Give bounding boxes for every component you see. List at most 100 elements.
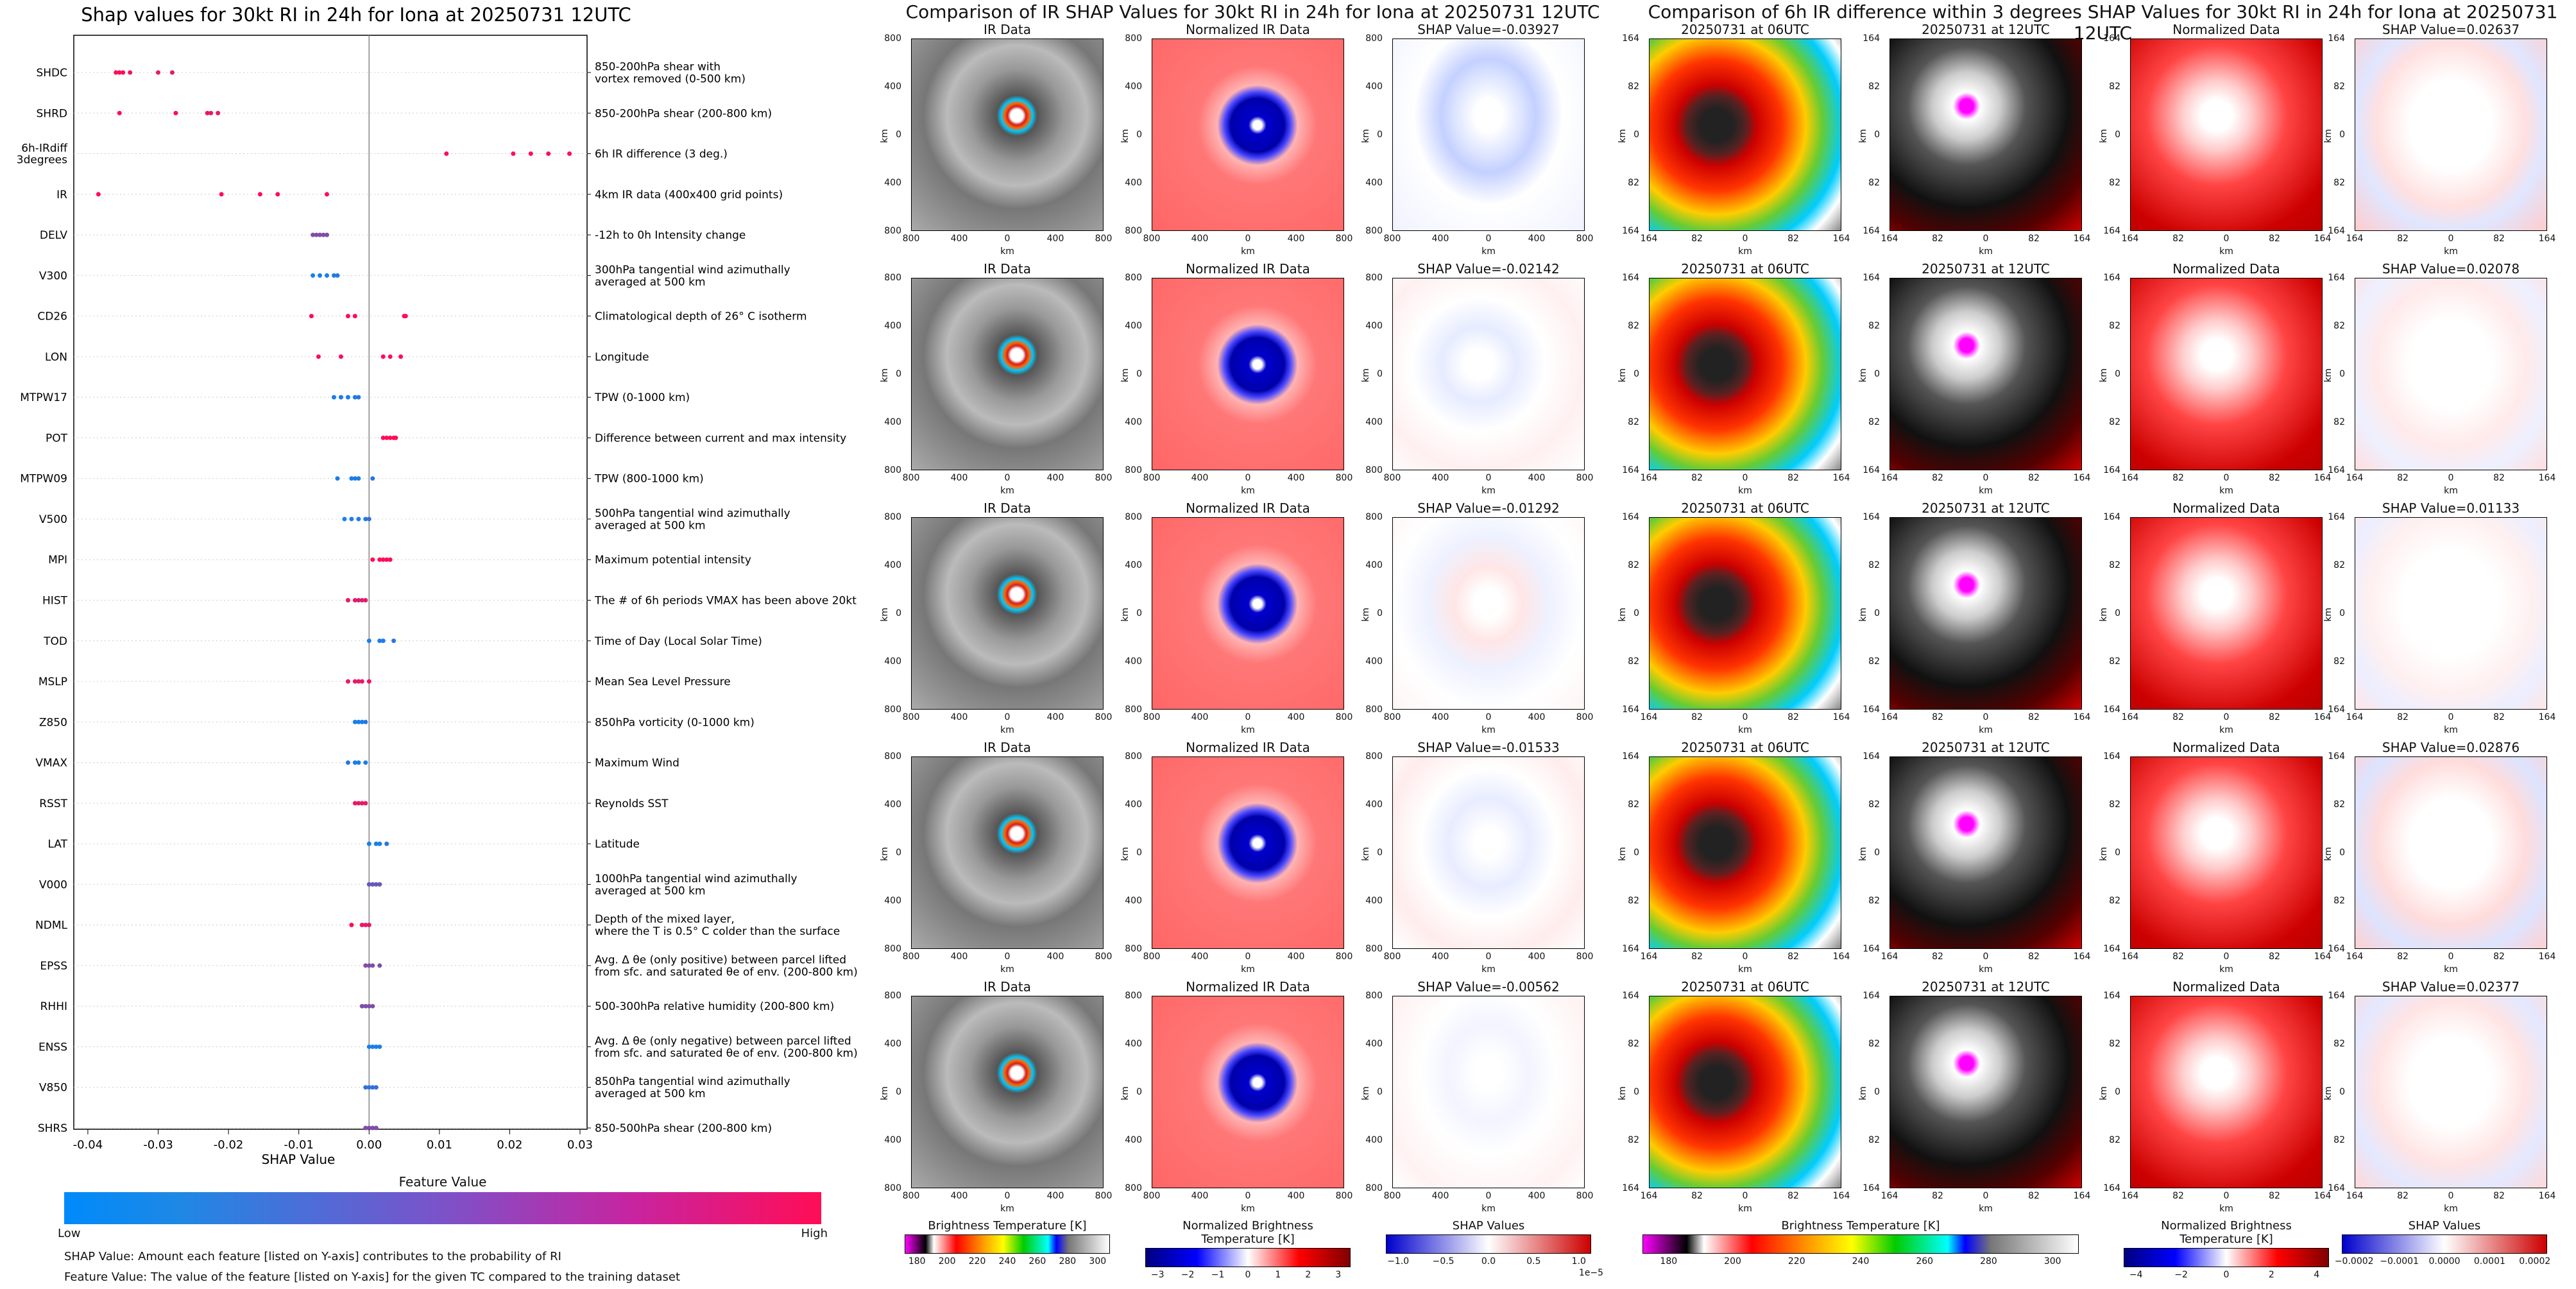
shap-point: [173, 110, 178, 115]
x-tick-label: 82: [2493, 712, 2505, 722]
shap-point: [331, 395, 336, 400]
x-tick-label: 164: [2538, 712, 2556, 722]
y-tick-label: 82: [2109, 799, 2120, 810]
shap-point: [380, 354, 386, 359]
field-image: [911, 278, 1104, 470]
x-tick-label: 0: [1983, 1191, 1989, 1201]
shap-point: [370, 476, 375, 481]
x-tick-label: 0: [1004, 1191, 1011, 1201]
x-tick-label: 164: [2346, 1191, 2364, 1201]
x-tick-label: 82: [2028, 473, 2040, 483]
feature-description-label: 300hPa tangential wind azimuthally: [595, 264, 790, 277]
x-tick-label: 400: [1528, 234, 1546, 244]
feature-description-label: -12h to 0h Intensity change: [595, 229, 746, 242]
feature-description-label: TPW (800-1000 km): [594, 473, 704, 486]
shap-point: [403, 314, 408, 319]
feature-name-label: MSLP: [38, 676, 67, 688]
feature-name-label: LON: [45, 351, 67, 364]
colorbar-gradient: [1145, 1248, 1351, 1267]
x-tick-label: 164: [2121, 473, 2139, 483]
y-tick-label: 164: [1863, 944, 1880, 954]
x-tick-label: 82: [2172, 473, 2184, 483]
feature-description-label: 850-200hPa shear (200-800 km): [595, 107, 772, 120]
colorbar-label: Normalized Brightness Temperature [K]: [2161, 1219, 2292, 1246]
image-subplot: 20250731 at 06UTC 164 82 0 82 164 164 82 0 82 164 k…: [1617, 500, 1850, 738]
y-axis-label: km: [1360, 608, 1371, 622]
field-image: [911, 996, 1104, 1188]
x-axis-label: km: [1000, 964, 1014, 975]
colorbar-tick-label: −0.5: [1432, 1256, 1454, 1267]
x-tick-label: 82: [2397, 234, 2409, 244]
x-tick-label: 82: [2493, 952, 2505, 962]
colorbar-gradient: [2124, 1248, 2329, 1267]
y-tick-label: 800: [1125, 226, 1142, 236]
y-tick-label: 800: [1125, 944, 1142, 954]
y-tick-label: 164: [2328, 751, 2345, 762]
colorbar-tick-label: 0: [1245, 1270, 1251, 1280]
y-tick-label: 400: [1365, 321, 1383, 331]
shap-point: [370, 1125, 375, 1131]
y-tick-label: 164: [1622, 226, 1639, 236]
subplot-title: 20250731 at 06UTC: [1681, 500, 1809, 516]
y-tick-label: 0: [1136, 608, 1142, 619]
x-tick-label: 164: [1640, 234, 1658, 244]
x-tick-label: 164: [2314, 234, 2332, 244]
x-tick-label: 0: [1004, 234, 1011, 244]
feature-name-label: POT: [46, 432, 68, 445]
subplot-title: IR Data: [984, 500, 1031, 516]
x-axis-label: km: [1241, 1204, 1255, 1214]
y-tick-label: 800: [1365, 991, 1383, 1001]
x-tick-label: 82: [1691, 952, 1703, 962]
y-tick-label: 82: [1628, 560, 1639, 570]
subplot-title: 20250731 at 12UTC: [1922, 22, 2050, 37]
x-tick-label: 0: [2223, 1191, 2230, 1201]
shap-point: [359, 598, 364, 602]
y-tick-label: 800: [1125, 465, 1142, 475]
y-axis-label: km: [1360, 1086, 1371, 1100]
feature-name-label: MTPW09: [20, 473, 67, 486]
x-tick-label: 0: [1742, 712, 1748, 722]
y-tick-label: 400: [1365, 1039, 1383, 1049]
field-image: [1889, 278, 2082, 470]
field-image: [2355, 38, 2547, 231]
y-tick-label: 800: [1125, 991, 1142, 1001]
feature-description-label: The # of 6h periods VMAX has been above …: [594, 595, 857, 608]
feature-description-label: Latitude: [595, 838, 640, 851]
colorbar-gradient: [1642, 1234, 2079, 1254]
subplot-title: IR Data: [984, 979, 1031, 994]
shap-point: [363, 760, 368, 765]
colorbar-tick-label: 2: [1305, 1270, 1311, 1280]
x-tick-label: 800: [1335, 1191, 1353, 1201]
y-tick-label: 82: [1868, 1039, 1880, 1049]
x-tick-label: 164: [2538, 473, 2556, 483]
feature-name-label: V500: [39, 513, 67, 526]
subplot-title: 20250731 at 12UTC: [1922, 740, 2050, 755]
subplot-title: Normalized Data: [2172, 740, 2280, 755]
ir-diff-shap-comparison-panel: Comparison of 6h IR difference within 3 …: [1617, 0, 2576, 1289]
feature-name-label: SHRS: [38, 1122, 67, 1135]
y-tick-label: 400: [884, 1135, 901, 1145]
feature-description-label: 4km IR data (400x400 grid points): [595, 189, 783, 201]
y-axis-label: km: [879, 847, 890, 861]
x-tick-label: 82: [1787, 473, 1799, 483]
y-tick-label: 82: [1868, 81, 1880, 92]
x-tick-label: 0: [1485, 1191, 1492, 1201]
feature-description-label: Climatological depth of 26° C isotherm: [595, 311, 807, 323]
y-tick-label: 400: [1365, 560, 1383, 570]
y-tick-label: 164: [2103, 273, 2120, 283]
image-subplot: SHAP Value=0.02637 164 82 0 82 164 164 82 0 82 164…: [2323, 22, 2555, 259]
shap-point: [359, 719, 364, 724]
y-tick-label: 164: [2328, 226, 2345, 236]
x-axis-label: km: [2444, 486, 2458, 496]
y-tick-label: 164: [2328, 33, 2345, 44]
colorbar-tick-label: 180: [1660, 1256, 1678, 1267]
ir-diff-shap-comparison-title: Comparison of 6h IR difference within 3 …: [1648, 1, 2558, 44]
x-tick-label: 400: [1528, 473, 1546, 483]
shap-point: [398, 354, 404, 359]
colorbar-tick-label: 1: [1275, 1270, 1281, 1280]
shap-point: [318, 273, 323, 278]
feature-description-label: Maximum Wind: [595, 757, 679, 770]
shap-point: [342, 516, 347, 522]
x-tick-label: 164: [2314, 473, 2332, 483]
ir-shap-comparison-panel: Comparison of IR SHAP Values for 30kt RI…: [880, 0, 1614, 1289]
